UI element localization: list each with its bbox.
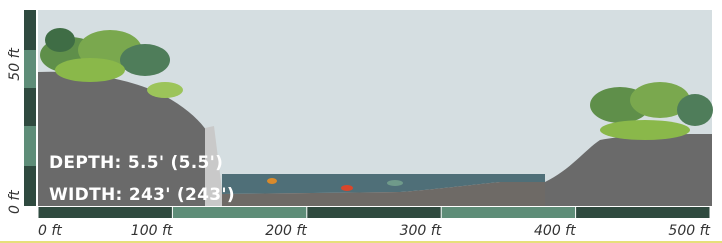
y-tick-label: 50 ft — [7, 47, 23, 80]
scale-segment — [307, 207, 441, 218]
depth-label: DEPTH: 5.5' (5.5') — [49, 153, 223, 173]
x-tick-label: 400 ft — [534, 223, 576, 239]
scale-segment — [38, 207, 172, 218]
river-cross-section: DEPTH: 5.5' (5.5') WIDTH: 243' (243') 0 … — [0, 0, 722, 243]
x-tick-label: 200 ft — [265, 223, 307, 239]
x-scale-bar — [38, 207, 710, 218]
scale-segment — [576, 207, 710, 218]
y-tick-label: 0 ft — [7, 190, 23, 214]
width-label: WIDTH: 243' (243') — [49, 185, 235, 205]
x-tick-label: 100 ft — [131, 223, 173, 239]
y-scale-bar — [24, 10, 36, 206]
x-tick-label: 300 ft — [400, 223, 442, 239]
scale-segment — [172, 207, 306, 218]
x-tick-label: 0 ft — [38, 223, 62, 239]
x-tick-label: 500 ft — [668, 223, 710, 239]
scale-segment — [441, 207, 575, 218]
